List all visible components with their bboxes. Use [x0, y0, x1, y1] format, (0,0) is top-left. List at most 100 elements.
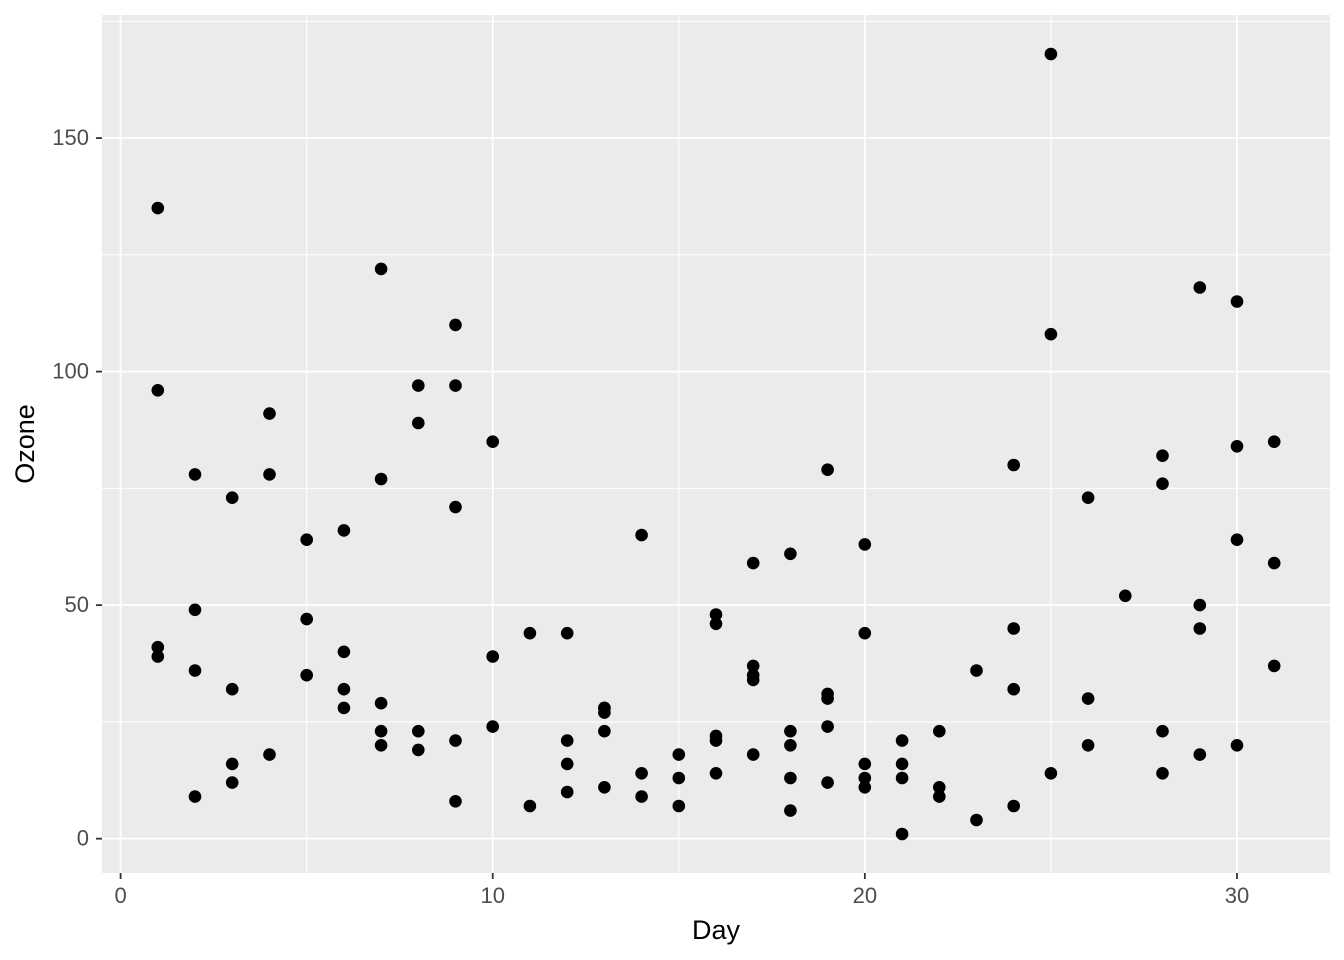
data-point — [337, 524, 351, 537]
data-point — [560, 757, 574, 771]
data-point — [188, 664, 202, 677]
data-point — [1081, 692, 1095, 705]
data-point — [412, 379, 425, 392]
data-point — [1193, 748, 1207, 761]
data-point — [151, 650, 165, 663]
data-point — [560, 734, 574, 747]
data-point — [486, 720, 500, 733]
data-point — [598, 724, 611, 738]
data-point — [1156, 477, 1169, 491]
data-point — [337, 645, 351, 659]
data-point — [300, 533, 314, 546]
data-point — [635, 528, 648, 542]
data-point — [151, 640, 165, 654]
data-point — [784, 804, 797, 817]
data-point — [784, 547, 797, 561]
data-point — [858, 781, 872, 794]
data-point — [858, 626, 872, 640]
data-point — [263, 748, 276, 761]
data-point — [523, 799, 537, 813]
data-point — [263, 468, 276, 481]
data-point — [672, 748, 686, 761]
data-point — [374, 739, 388, 752]
data-point — [821, 463, 834, 477]
data-point — [412, 416, 425, 430]
data-point — [486, 435, 500, 449]
data-point — [188, 790, 202, 803]
data-point — [337, 701, 351, 715]
data-point — [1007, 622, 1020, 635]
data-point — [188, 603, 202, 617]
data-point — [1230, 440, 1244, 453]
data-point — [1156, 449, 1169, 463]
data-point — [1267, 659, 1281, 673]
data-point — [709, 729, 723, 743]
data-point — [560, 626, 574, 640]
data-point — [1081, 739, 1095, 752]
data-point — [225, 776, 239, 789]
data-point — [672, 799, 686, 813]
y-axis-tick-label: 100 — [52, 359, 89, 384]
data-point — [784, 771, 797, 785]
data-point — [1007, 682, 1020, 696]
data-point — [598, 701, 611, 715]
data-point — [337, 682, 351, 696]
data-point — [858, 757, 872, 771]
data-point — [821, 720, 834, 733]
data-point — [449, 318, 462, 332]
data-point — [895, 827, 909, 841]
data-point — [635, 767, 648, 780]
x-axis-tick-label: 10 — [480, 883, 504, 908]
data-point — [1044, 767, 1058, 780]
data-point — [1044, 47, 1058, 61]
y-axis-tick-label: 150 — [52, 125, 89, 150]
data-point — [858, 771, 872, 785]
data-point — [188, 468, 202, 481]
data-point — [1119, 589, 1132, 603]
x-axis-tick-label: 20 — [853, 883, 877, 908]
data-point — [1230, 295, 1244, 308]
data-point — [560, 785, 574, 799]
x-axis-title: Day — [691, 915, 740, 945]
data-point — [1230, 739, 1244, 752]
data-point — [1193, 281, 1207, 294]
data-point — [1193, 622, 1207, 635]
data-point — [709, 608, 723, 621]
data-point — [970, 664, 983, 677]
y-axis-tick-label: 0 — [77, 826, 89, 851]
data-point — [672, 771, 686, 785]
data-point — [374, 724, 388, 738]
data-point — [449, 379, 462, 392]
y-axis-title: Ozone — [10, 404, 40, 484]
data-point — [746, 556, 760, 570]
data-point — [151, 384, 165, 397]
data-point — [1156, 767, 1169, 780]
data-point — [858, 538, 872, 551]
data-point — [784, 724, 797, 738]
data-point — [300, 612, 314, 626]
data-point — [895, 771, 909, 785]
data-point — [449, 734, 462, 747]
data-point — [449, 795, 462, 808]
x-axis-tick-label: 0 — [114, 883, 126, 908]
data-point — [709, 767, 723, 780]
data-point — [970, 813, 983, 827]
data-point — [1156, 724, 1169, 738]
data-point — [1267, 556, 1281, 570]
data-point — [412, 724, 425, 738]
data-point — [1007, 799, 1020, 813]
data-point — [225, 682, 239, 696]
data-point — [895, 734, 909, 747]
data-point — [300, 668, 314, 682]
data-point — [374, 262, 388, 276]
data-point — [374, 472, 388, 486]
data-point — [933, 724, 946, 738]
data-point — [746, 659, 760, 673]
data-point — [1081, 491, 1095, 505]
data-point — [1230, 533, 1244, 546]
data-point — [1193, 598, 1207, 612]
data-point — [449, 500, 462, 514]
x-axis-tick-label: 30 — [1225, 883, 1249, 908]
